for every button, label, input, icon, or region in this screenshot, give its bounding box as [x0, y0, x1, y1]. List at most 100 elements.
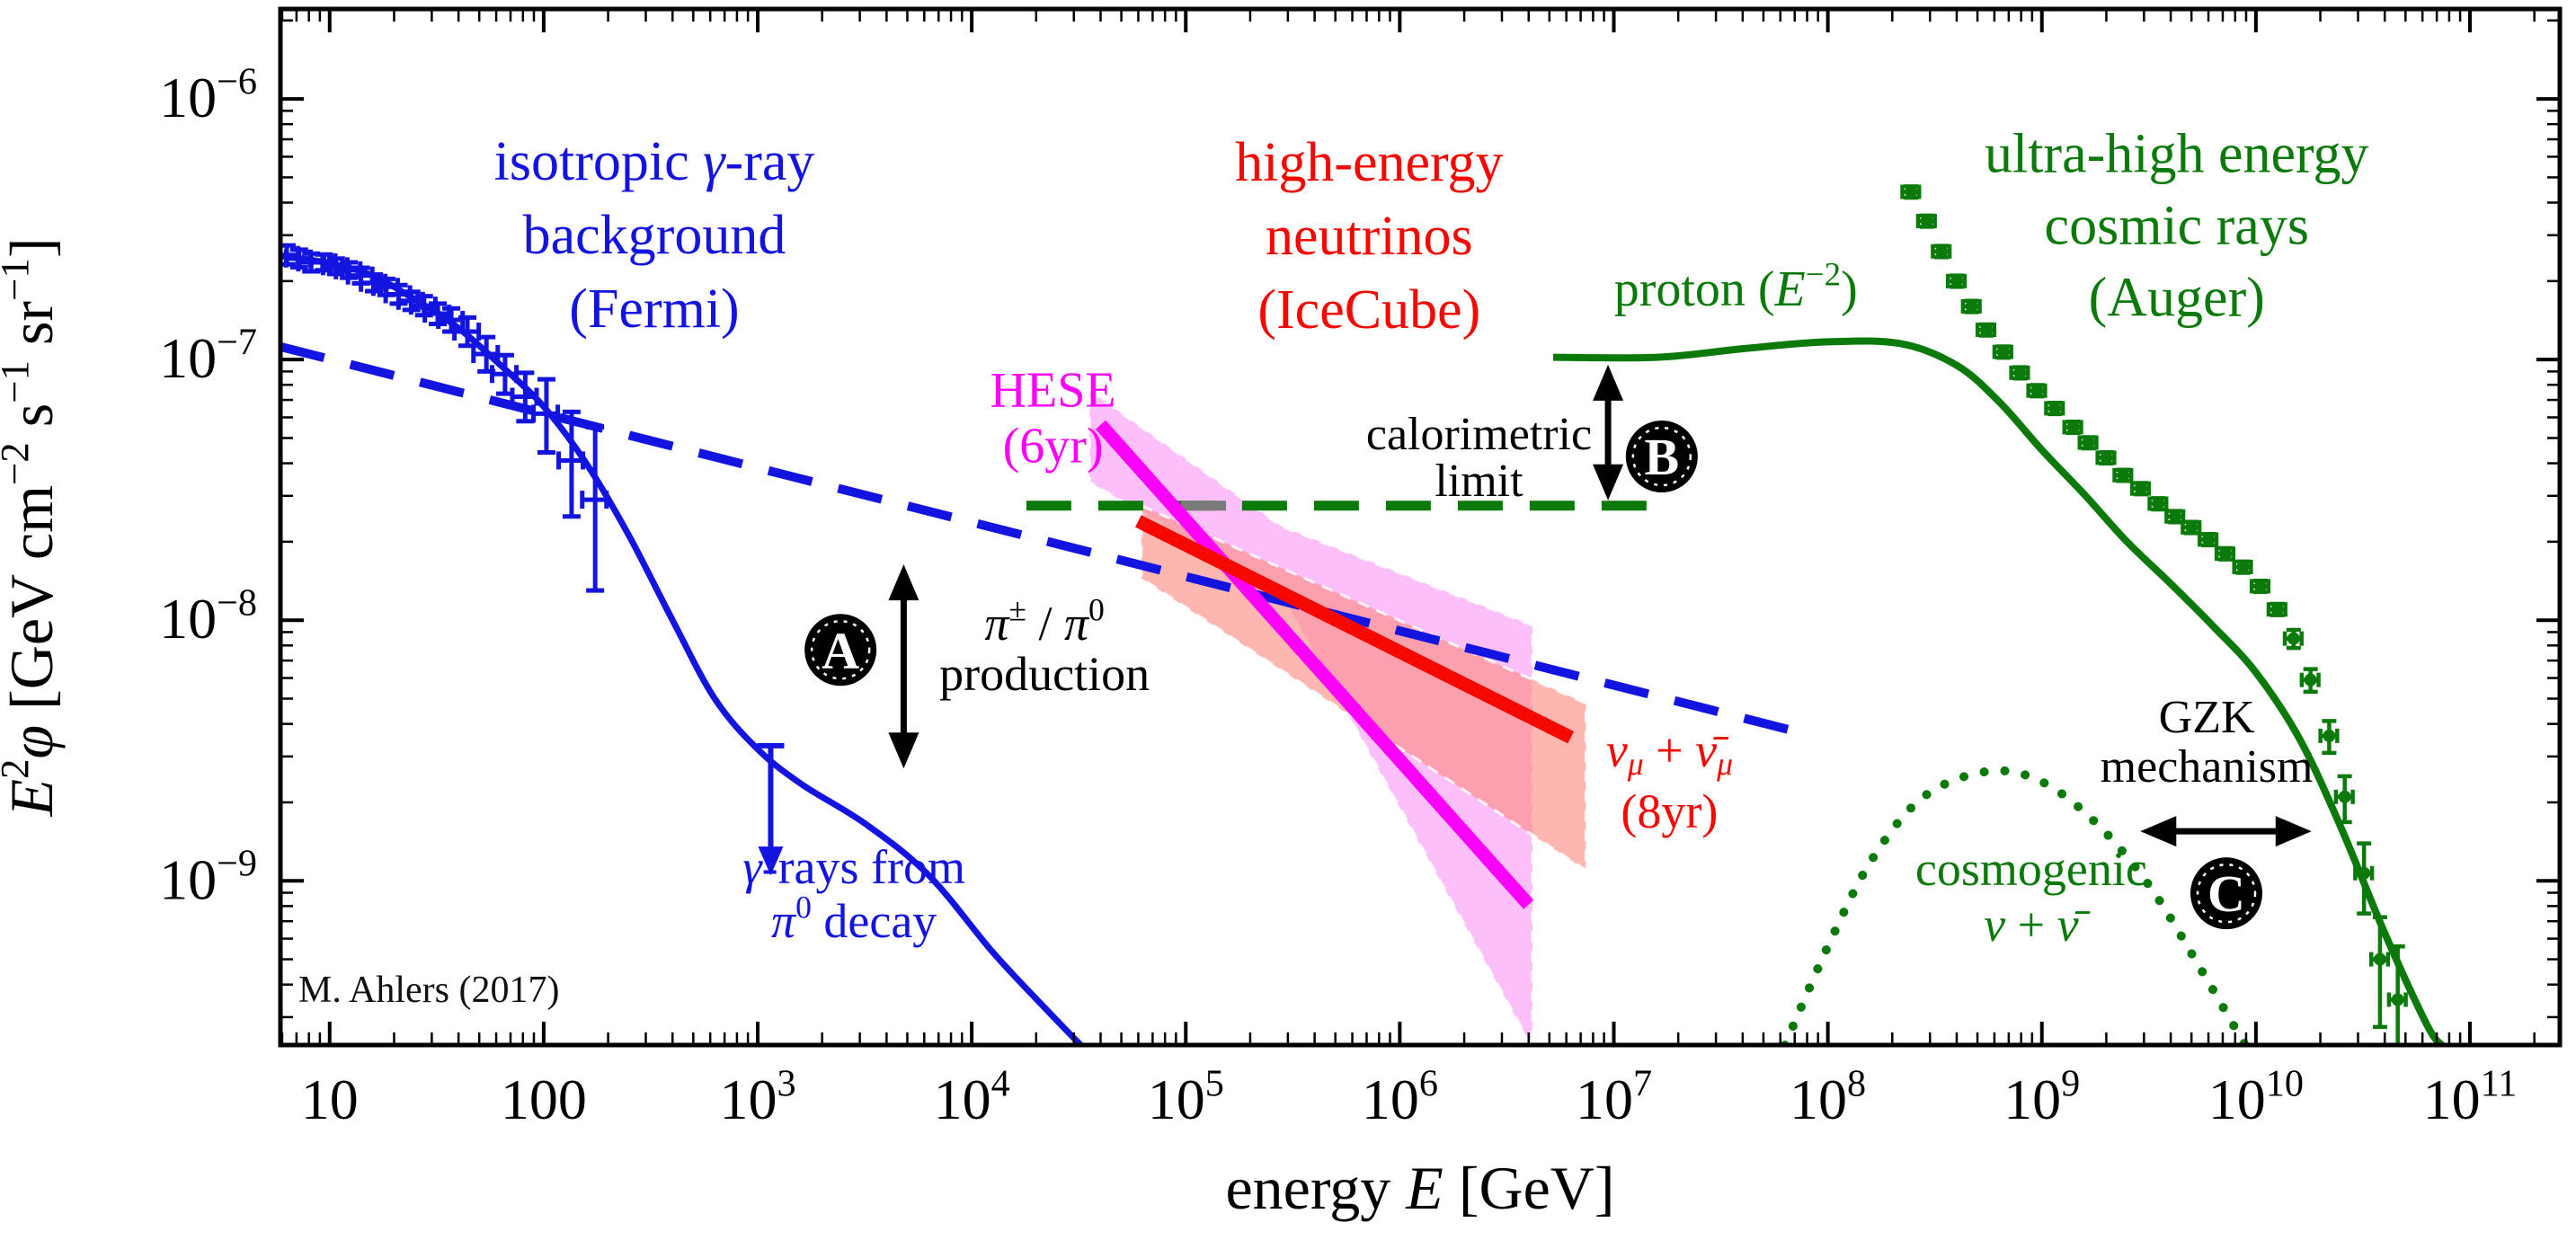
pi_production_label-line1: production [939, 647, 1150, 701]
arrow_A [888, 564, 919, 769]
auger-data-marker [1965, 299, 1978, 313]
auger-data-marker [2013, 366, 2027, 379]
auger-data-marker [1996, 345, 2010, 359]
y-tick-label-seg: −8 [217, 582, 257, 624]
badge_B-letter: B [1644, 428, 1679, 486]
x-tick-label: 106 [1362, 1062, 1438, 1131]
hese_label-line0: HESE [990, 362, 1116, 418]
y-axis-title-seg: −1 [0, 258, 37, 301]
arrow_B [1593, 364, 1624, 500]
y-tick-label-seg: −6 [217, 60, 257, 102]
y-tick-label-seg: 10 [159, 66, 217, 129]
gamma_decay_label-line1-seg: decay [812, 894, 937, 948]
gamma_decay_label-line0-seg: γ [742, 840, 763, 894]
x-tick-label-seg: 11 [2481, 1062, 2518, 1104]
numu_label: νμ + ν̄μ(8yr) [1606, 723, 1733, 838]
x-tick-label-seg: 5 [1205, 1062, 1224, 1104]
credit-text: M. Ahlers (2017) [298, 970, 560, 1011]
auger-data-marker [1950, 274, 1963, 288]
cosmogenic_label-line1-seg: + [2005, 898, 2056, 952]
fermi_label-line0-seg: isotropic [494, 131, 703, 192]
badge_A-ring [810, 620, 871, 680]
y-axis-title-seg: sr [0, 301, 66, 360]
cosmogenic_label-line0-seg: cosmogenic [1915, 842, 2147, 896]
auger-data-marker [2236, 560, 2250, 573]
y-tick-label-seg: −9 [217, 843, 257, 885]
badge_C-circle [2190, 857, 2263, 930]
auger-data-marker [2030, 384, 2044, 397]
auger_label-line1: cosmic rays [2045, 195, 2309, 256]
y-axis-title-seg: ] [0, 238, 66, 259]
y-tick-label: 10−8 [159, 582, 257, 651]
pi_production_label-line0-seg: / [1026, 597, 1064, 651]
auger-data-marker [1935, 244, 1949, 258]
pi_production_label-line0-seg: ± [1008, 592, 1026, 628]
x-tick-label-seg: 10 [719, 1067, 777, 1131]
hese_label-line0-seg: HESE [990, 362, 1116, 418]
auger-data-marker [2169, 509, 2182, 523]
cosmogenic_dotted [1780, 766, 2250, 1045]
auger_label-line0-seg: ultra-high energy [1985, 123, 2369, 184]
x-tick-label: 1011 [2423, 1062, 2518, 1131]
auger-data-marker [2338, 790, 2351, 803]
x-axis-title: energy E [GeV] [1225, 1154, 1614, 1222]
x-tick-label: 103 [719, 1062, 795, 1131]
x-tick-label-seg: 9 [2061, 1062, 2080, 1104]
y-axis-title-seg: [GeV cm [0, 485, 66, 725]
proton_label-line0-seg: E [1774, 261, 1806, 317]
calorimetric_label-line0: calorimetric [1366, 409, 1592, 460]
series-layer [280, 184, 2446, 1045]
gzk_label-line1-seg: mechanism [2101, 741, 2314, 793]
fermi_label-line2-seg: (Fermi) [569, 279, 739, 340]
arrow_C-head [2275, 816, 2312, 847]
auger-data-marker [2066, 421, 2080, 434]
y-axis-title: E2φ [GeV cm−2 s−1 sr−1] [0, 238, 66, 818]
x-tick-label: 100 [501, 1067, 587, 1131]
auger-data-marker [2218, 547, 2232, 561]
y-tick-label: 10−9 [159, 843, 257, 912]
gzk_label-line1: mechanism [2101, 741, 2314, 793]
fermi_label-line1: background [523, 205, 786, 266]
auger_label-line0: ultra-high energy [1985, 123, 2369, 184]
auger_label-line1-seg: cosmic rays [2045, 195, 2309, 256]
cosmogenic_label-line1: ν + ν̄ [1984, 898, 2091, 952]
y-tick-label-seg: −7 [217, 322, 257, 364]
auger-data-marker [2323, 729, 2336, 742]
cosmogenic_label-line1-seg: ν̄ [2057, 898, 2092, 952]
fermi_label-line1-seg: background [523, 205, 786, 266]
badge_A-letter: A [822, 621, 859, 679]
auger_label-line2-seg: (Auger) [2089, 267, 2265, 328]
arrow_A-head [888, 564, 919, 601]
icecube_label-line2-seg: (IceCube) [1257, 279, 1480, 341]
icecube_label-line0-seg: high-energy [1235, 132, 1503, 193]
badge_A: A [804, 614, 877, 687]
fermi_label-line0-seg: -ray [725, 131, 815, 192]
x-tick-label-seg: 6 [1419, 1062, 1438, 1104]
gzk_label-line0: GZK [2159, 692, 2255, 743]
numu_line [1135, 515, 1575, 744]
badge_C-ring [2196, 863, 2257, 924]
y-tick-label: 10−7 [159, 322, 257, 391]
fermi_label-line2: (Fermi) [569, 279, 739, 340]
auger-data-marker [2152, 497, 2165, 510]
icecube_label-line0: high-energy [1235, 132, 1503, 193]
auger-data-marker [2391, 993, 2404, 1006]
badge_B-ring [1631, 426, 1692, 487]
proton_label-line0-seg: proton ( [1614, 261, 1775, 317]
y-tick-label-seg: 10 [159, 326, 217, 390]
hese_label: HESE(6yr) [990, 362, 1116, 474]
auger-data-marker [1979, 323, 1993, 337]
auger-data-marker [2270, 603, 2284, 616]
auger-data-marker [2082, 436, 2095, 449]
numu_label-line1-seg: (8yr) [1621, 784, 1718, 838]
proton_label-line0-seg: ) [1841, 261, 1858, 317]
x-tick-label-seg: 10 [1576, 1067, 1633, 1131]
x-tick-label: 105 [1148, 1062, 1224, 1131]
numu_label-line1: (8yr) [1621, 784, 1718, 838]
numu_label-line0-seg: μ [1627, 746, 1644, 782]
auger-data-marker [2253, 580, 2267, 593]
